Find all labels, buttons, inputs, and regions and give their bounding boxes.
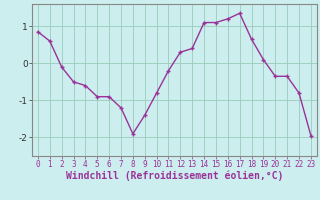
- X-axis label: Windchill (Refroidissement éolien,°C): Windchill (Refroidissement éolien,°C): [66, 171, 283, 181]
